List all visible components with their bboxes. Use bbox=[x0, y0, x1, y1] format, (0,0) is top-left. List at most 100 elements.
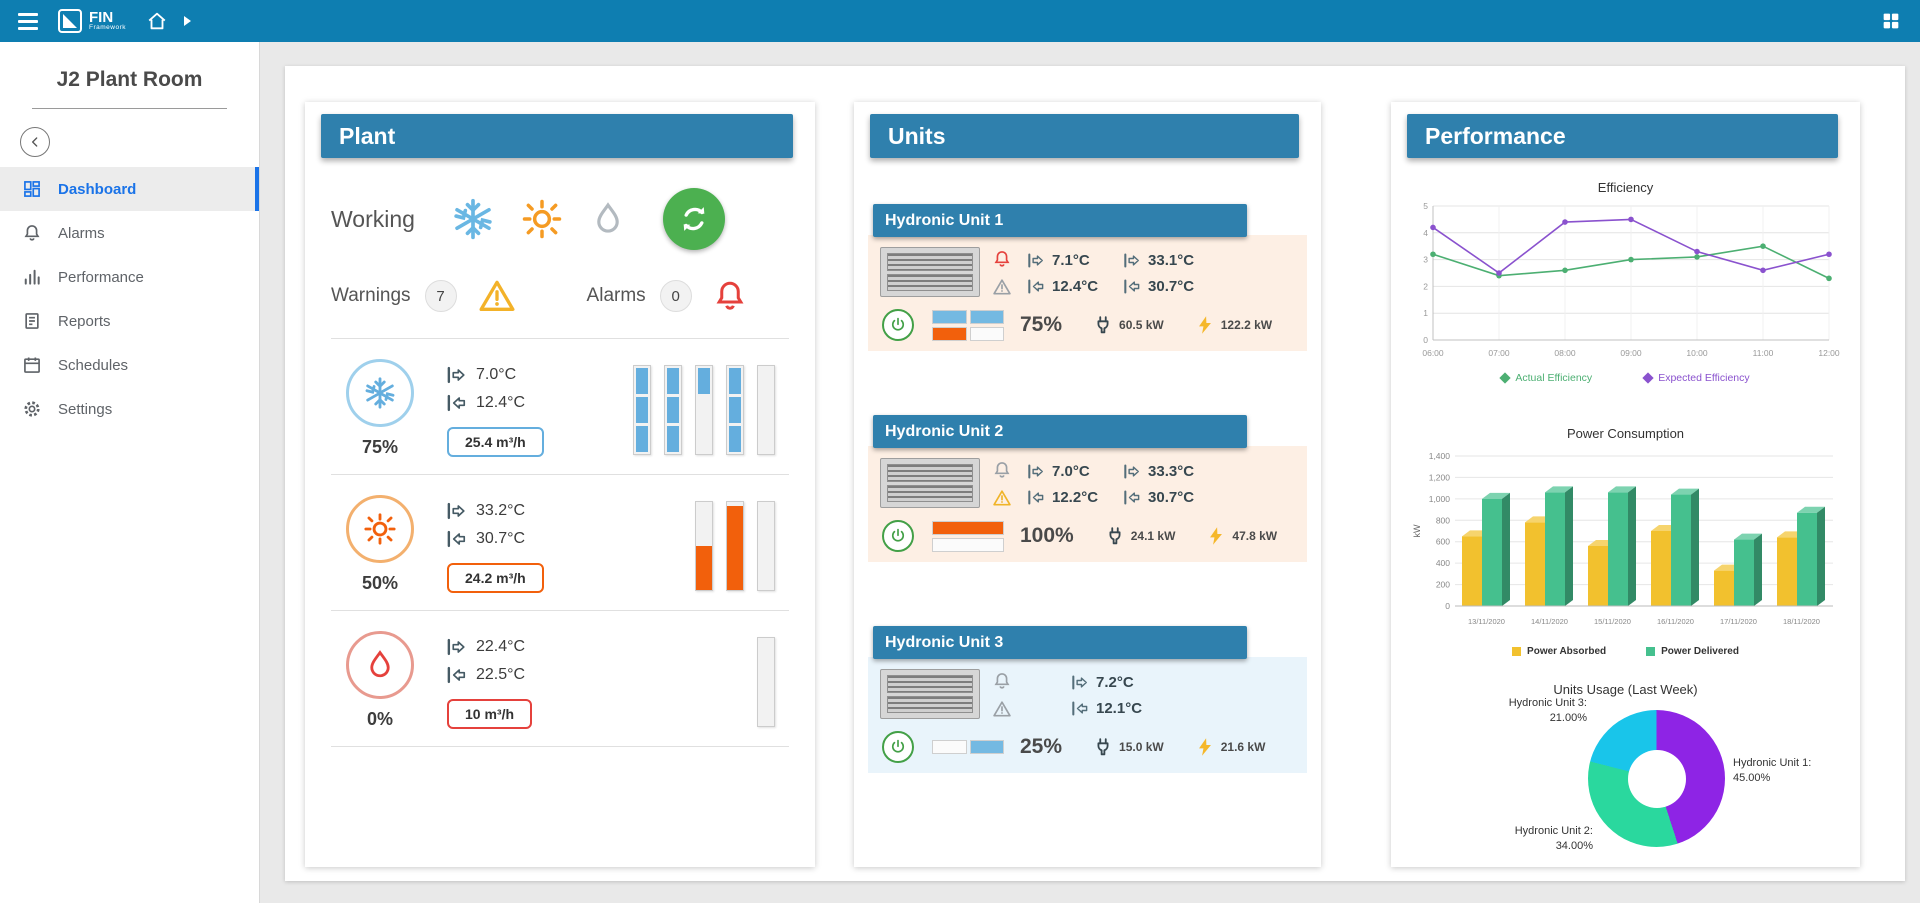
sidebar-item-label: Performance bbox=[58, 268, 144, 286]
warning-triangle-icon bbox=[477, 276, 517, 316]
power-chart-title: Power Consumption bbox=[1566, 426, 1685, 441]
legend-power-absorbed: Power Absorbed bbox=[1512, 646, 1606, 657]
svg-text:14/11/2020: 14/11/2020 bbox=[1531, 617, 1568, 626]
warnings-count-badge: 7 bbox=[424, 280, 457, 312]
cooling-snowflake-icon bbox=[451, 197, 495, 241]
water-drop-icon bbox=[363, 648, 397, 682]
power-icon bbox=[889, 316, 907, 334]
unit-title: Hydronic Unit 2 bbox=[873, 415, 1247, 448]
flow-out-arrow-icon bbox=[445, 636, 467, 658]
units-usage-donut bbox=[1588, 710, 1725, 847]
return-temp: 30.7°C bbox=[1122, 273, 1194, 299]
power-button[interactable] bbox=[882, 520, 914, 552]
flow-out-arrow-icon bbox=[1026, 462, 1045, 481]
svg-text:2: 2 bbox=[1423, 281, 1428, 291]
supply-temp: 33.1°C bbox=[1122, 247, 1194, 273]
alarm-bell-icon bbox=[712, 278, 748, 314]
supply-temp: 7.0°C bbox=[445, 361, 610, 389]
menu-icon[interactable] bbox=[18, 12, 38, 30]
hot-water-bar-gauges bbox=[757, 631, 775, 727]
units-panel-title: Units bbox=[870, 114, 1299, 158]
alarms-label: Alarms bbox=[586, 285, 646, 306]
supply-temp: 33.2°C bbox=[445, 497, 610, 525]
sidebar-item-alarms[interactable]: Alarms bbox=[0, 211, 259, 255]
flow-rate-box: 24.2 m³/h bbox=[447, 563, 544, 593]
svg-text:4: 4 bbox=[1423, 228, 1428, 238]
supply-temp: 7.0°C bbox=[1026, 458, 1098, 484]
load-gauge bbox=[932, 309, 1004, 341]
return-temp: 12.2°C bbox=[1026, 484, 1098, 510]
svg-text:09:00: 09:00 bbox=[1620, 348, 1642, 358]
cooling-bar-gauges bbox=[633, 359, 775, 455]
svg-text:0: 0 bbox=[1445, 601, 1450, 611]
efficiency-chart-title: Efficiency bbox=[1597, 180, 1654, 195]
apps-grid-icon[interactable] bbox=[1880, 10, 1902, 32]
legend-marker bbox=[1512, 647, 1522, 656]
home-icon[interactable] bbox=[146, 10, 168, 32]
svg-text:06:00: 06:00 bbox=[1422, 348, 1444, 358]
water-drop-icon bbox=[589, 200, 627, 238]
flow-out-arrow-icon bbox=[1070, 673, 1089, 692]
warning-triangle-icon bbox=[992, 277, 1012, 297]
sidebar-item-dashboard[interactable]: Dashboard bbox=[0, 167, 259, 211]
plant-panel-title: Plant bbox=[321, 114, 793, 158]
svg-text:3: 3 bbox=[1423, 255, 1428, 265]
return-temp: 30.7°C bbox=[445, 525, 610, 553]
unit-load-percent: 100% bbox=[1020, 524, 1074, 547]
cooling-snowflake-icon bbox=[363, 376, 397, 410]
flow-in-arrow-icon bbox=[1026, 488, 1045, 507]
hvac-unit-image bbox=[880, 669, 980, 719]
svg-text:12:00: 12:00 bbox=[1818, 348, 1840, 358]
fin-logo[interactable]: FIN Framework bbox=[58, 9, 126, 33]
plug-icon bbox=[1104, 525, 1126, 547]
power-button[interactable] bbox=[882, 309, 914, 341]
svg-text:11:00: 11:00 bbox=[1753, 348, 1774, 358]
power-absorbed-readout: 60.5 kW bbox=[1092, 314, 1164, 336]
power-delivered-readout: 21.6 kW bbox=[1194, 736, 1265, 758]
warning-triangle-icon bbox=[992, 699, 1012, 719]
supply-temp: 7.1°C bbox=[1026, 247, 1098, 273]
flow-rate-box: 10 m³/h bbox=[447, 699, 533, 729]
flow-out-arrow-icon bbox=[445, 364, 467, 386]
unit-load-percent: 75% bbox=[1020, 313, 1063, 336]
back-button[interactable] bbox=[20, 127, 50, 157]
return-temp: 30.7°C bbox=[1122, 484, 1194, 510]
svg-text:13/11/2020: 13/11/2020 bbox=[1468, 617, 1505, 626]
return-temp: 12.4°C bbox=[1026, 273, 1098, 299]
return-temp: 12.4°C bbox=[445, 389, 610, 417]
sidebar-menu: Dashboard Alarms Performance Reports Sch… bbox=[0, 167, 259, 431]
topbar: FIN Framework bbox=[0, 0, 1920, 42]
legend-marker bbox=[1499, 372, 1512, 384]
caret-right-icon[interactable] bbox=[184, 16, 192, 26]
flow-in-arrow-icon bbox=[1122, 277, 1141, 296]
units-panel: Units Hydronic Unit 1 bbox=[854, 102, 1321, 867]
unit-temps-col2: 33.1°C 30.7°C bbox=[1122, 247, 1194, 299]
svg-text:1,200: 1,200 bbox=[1429, 472, 1451, 482]
flow-in-arrow-icon bbox=[445, 528, 467, 550]
warning-triangle-icon bbox=[992, 488, 1012, 508]
donut-label-unit-2: Hydronic Unit 2: 34.00% bbox=[1514, 825, 1593, 853]
svg-text:5: 5 bbox=[1423, 201, 1428, 211]
power-delivered-readout: 122.2 kW bbox=[1194, 314, 1272, 336]
sidebar-item-reports[interactable]: Reports bbox=[0, 299, 259, 343]
plant-row-hot-water: 0% 22.4°C 22.5°C 10 m³/h bbox=[331, 611, 789, 747]
supply-temp: 33.3°C bbox=[1122, 458, 1194, 484]
sidebar-item-performance[interactable]: Performance bbox=[0, 255, 259, 299]
sidebar-item-settings[interactable]: Settings bbox=[0, 387, 259, 431]
bar-chart-icon bbox=[22, 267, 42, 287]
heating-sun-icon bbox=[521, 198, 563, 240]
hvac-unit-image bbox=[880, 458, 980, 508]
supply-temp: 7.2°C bbox=[1070, 669, 1142, 695]
svg-text:800: 800 bbox=[1436, 515, 1450, 525]
refresh-button[interactable] bbox=[663, 188, 725, 250]
flow-out-arrow-icon bbox=[1122, 462, 1141, 481]
flow-in-arrow-icon bbox=[445, 664, 467, 686]
supply-temp: 22.4°C bbox=[445, 633, 610, 661]
svg-text:200: 200 bbox=[1436, 580, 1450, 590]
return-temp: 22.5°C bbox=[445, 661, 610, 689]
refresh-icon bbox=[677, 202, 711, 236]
power-button[interactable] bbox=[882, 731, 914, 763]
legend-expected-efficiency: Expected Efficiency bbox=[1642, 372, 1750, 384]
power-absorbed-readout: 15.0 kW bbox=[1092, 736, 1164, 758]
sidebar-item-schedules[interactable]: Schedules bbox=[0, 343, 259, 387]
